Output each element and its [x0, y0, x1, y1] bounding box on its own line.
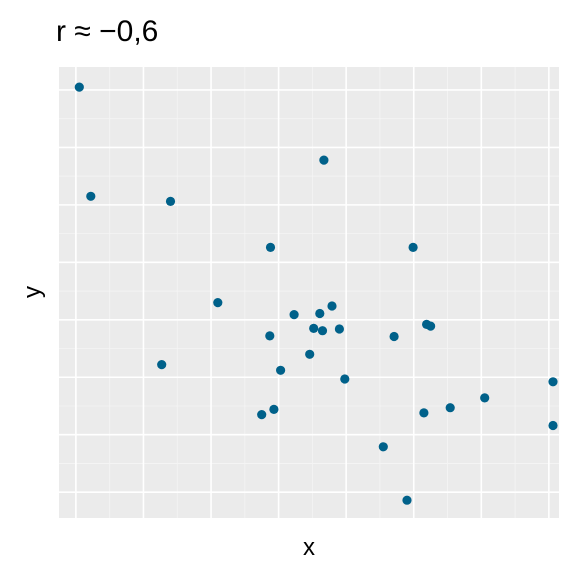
scatter-point	[269, 405, 278, 414]
scatter-point	[548, 421, 557, 430]
scatter-point	[327, 301, 336, 310]
chart-title: r ≈ −0,6	[56, 15, 158, 48]
scatter-point	[166, 197, 175, 206]
scatter-point	[340, 374, 349, 383]
scatter-point	[548, 377, 557, 386]
scatter-point	[426, 322, 435, 331]
scatter-point	[265, 331, 274, 340]
scatter-point	[409, 243, 418, 252]
scatter-point	[402, 496, 411, 505]
scatter-point	[446, 403, 455, 412]
scatter-point	[319, 156, 328, 165]
scatter-point	[290, 310, 299, 319]
scatter-point	[157, 360, 166, 369]
scatter-point	[257, 410, 266, 419]
scatter-point	[75, 83, 84, 92]
scatter-point	[276, 366, 285, 375]
scatter-point	[379, 442, 388, 451]
scatter-point	[86, 192, 95, 201]
scatter-point	[480, 393, 489, 402]
scatter-point	[213, 298, 222, 307]
scatter-point	[315, 309, 324, 318]
scatter-point	[309, 324, 318, 333]
scatter-point	[390, 332, 399, 341]
x-axis-label: x	[303, 534, 315, 561]
scatter-point	[419, 408, 428, 417]
scatter-point	[266, 243, 275, 252]
y-axis-label: y	[19, 286, 46, 298]
scatter-point	[318, 326, 327, 335]
scatter-point	[305, 350, 314, 359]
plot-panel	[59, 67, 559, 518]
scatter-point	[335, 324, 344, 333]
